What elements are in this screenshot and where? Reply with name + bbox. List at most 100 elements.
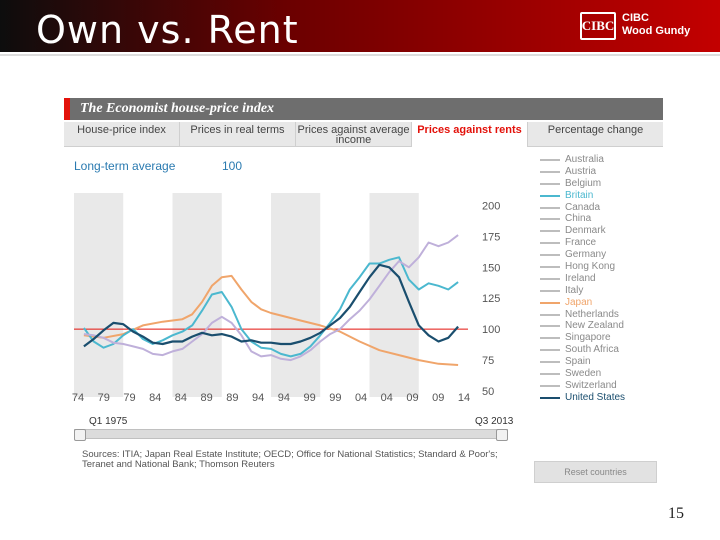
x-tick-label: 04 [381, 392, 393, 404]
sources-note: Sources: ITIA; Japan Real Estate Institu… [82, 449, 498, 470]
legend-swatch [540, 266, 560, 269]
legend-swatch [540, 170, 560, 173]
legend-swatch [540, 254, 560, 257]
legend-item[interactable]: France [540, 237, 660, 249]
logo-wordmark: CIBC Wood Gundy [622, 12, 690, 38]
legend-item[interactable]: Japan [540, 297, 660, 309]
tab-prices-against-income[interactable]: Prices against average income [296, 122, 412, 147]
y-tick-label: 125 [482, 293, 500, 305]
legend-label: Hong Kong [565, 261, 616, 273]
x-tick-label: 14 [458, 392, 470, 404]
legend-swatch [540, 301, 560, 304]
tab-prices-against-rents[interactable]: Prices against rents [412, 122, 528, 147]
legend-swatch [540, 349, 560, 352]
legend-swatch [540, 384, 560, 387]
long-term-average-label: Long-term average [74, 159, 176, 173]
legend-label: Belgium [565, 177, 602, 189]
country-legend: Australia Austria Belgium Britain Canada Chin… [540, 154, 660, 404]
x-tick-label: 84 [175, 392, 187, 404]
x-tick-label: 09 [406, 392, 418, 404]
cibc-logo-icon: CIBC [580, 12, 616, 40]
legend-item[interactable]: South Africa [540, 344, 660, 356]
widget-title: The Economist house-price index [80, 101, 275, 116]
legend-swatch [540, 361, 560, 364]
legend-label: China [565, 213, 592, 225]
legend-item[interactable]: Britain [540, 190, 660, 202]
legend-item[interactable]: Sweden [540, 368, 660, 380]
reset-countries-button[interactable]: Reset countries [534, 461, 657, 483]
legend-label: Canada [565, 201, 601, 213]
shaded-band [172, 193, 222, 397]
legend-label: Japan [565, 296, 593, 308]
legend-item[interactable]: Austria [540, 166, 660, 178]
shaded-band [271, 193, 321, 397]
legend-item[interactable]: Singapore [540, 332, 660, 344]
header-divider [0, 54, 720, 56]
tab-prices-real-terms[interactable]: Prices in real terms [180, 122, 296, 147]
y-tick-label: 100 [482, 324, 500, 336]
long-term-average-value: 100 [222, 159, 243, 173]
page-number: 15 [668, 505, 684, 522]
legend-item[interactable]: Australia [540, 154, 660, 166]
tab-bar: House-price index Prices in real terms P… [64, 122, 663, 147]
timeline-end-handle[interactable] [496, 429, 508, 441]
timeline-end-label: Q3 2013 [475, 416, 514, 427]
series-line-britain [83, 256, 459, 358]
legend-item[interactable]: Netherlands [540, 309, 660, 321]
legend-label: New Zealand [565, 320, 624, 332]
legend-label: Germany [565, 249, 607, 261]
legend-label: Denmark [565, 225, 606, 237]
legend-swatch [540, 218, 560, 221]
legend-item[interactable]: Spain [540, 356, 660, 368]
x-tick-label: 99 [329, 392, 341, 404]
legend-swatch [540, 289, 560, 292]
x-tick-label: 94 [252, 392, 264, 404]
x-tick-label: 99 [303, 392, 315, 404]
legend-label: Italy [565, 284, 584, 296]
legend-item[interactable]: Hong Kong [540, 261, 660, 273]
legend-swatch [540, 396, 560, 399]
legend-label: Austria [565, 165, 597, 177]
legend-swatch [540, 325, 560, 328]
x-tick-label: 89 [201, 392, 213, 404]
logo-line-1: CIBC [622, 12, 649, 24]
legend-swatch [540, 159, 560, 161]
legend-item[interactable]: Belgium [540, 178, 660, 190]
x-tick-label: 84 [149, 392, 161, 404]
tab-house-price-index[interactable]: House-price index [64, 122, 180, 147]
legend-label: United States [565, 391, 626, 403]
house-price-widget: The Economist house-price index House-pr… [64, 98, 663, 488]
legend-item[interactable]: Canada [540, 202, 660, 214]
legend-label: Ireland [565, 272, 596, 284]
legend-item[interactable]: Denmark [540, 225, 660, 237]
timeline-slider-track[interactable] [74, 429, 508, 439]
x-tick-label: 79 [98, 392, 110, 404]
legend-item[interactable]: Italy [540, 285, 660, 297]
timeline-start-handle[interactable] [74, 429, 86, 441]
legend-label: Netherlands [565, 308, 619, 320]
legend-swatch [540, 337, 560, 340]
timeline-start-label: Q1 1975 [89, 416, 128, 427]
logo-mark: CIBC [581, 18, 615, 33]
legend-label: South Africa [565, 344, 619, 356]
legend-swatch [540, 277, 560, 280]
tab-percentage-change[interactable]: Percentage change [528, 122, 663, 147]
x-tick-label: 94 [278, 392, 290, 404]
legend-item[interactable]: United States [540, 392, 660, 404]
y-tick-label: 50 [482, 386, 494, 398]
legend-label: Britain [565, 189, 594, 201]
legend-item[interactable]: China [540, 213, 660, 225]
series-line-japan [83, 274, 459, 366]
legend-item[interactable]: Germany [540, 249, 660, 261]
legend-item[interactable]: Switzerland [540, 380, 660, 392]
x-tick-label: 04 [355, 392, 367, 404]
widget-accent [64, 98, 70, 120]
legend-item[interactable]: Ireland [540, 273, 660, 285]
legend-label: Singapore [565, 332, 611, 344]
legend-swatch [540, 242, 560, 245]
legend-swatch [540, 373, 560, 376]
slide-header: Own vs. Rent CIBC CIBC Wood Gundy [0, 0, 720, 52]
legend-swatch [540, 194, 560, 197]
chart-plot: 50 75 100 125 150 175 200 74 79 79 84 84 89 89 94 94 99 9… [72, 193, 500, 404]
legend-item[interactable]: New Zealand [540, 320, 660, 332]
